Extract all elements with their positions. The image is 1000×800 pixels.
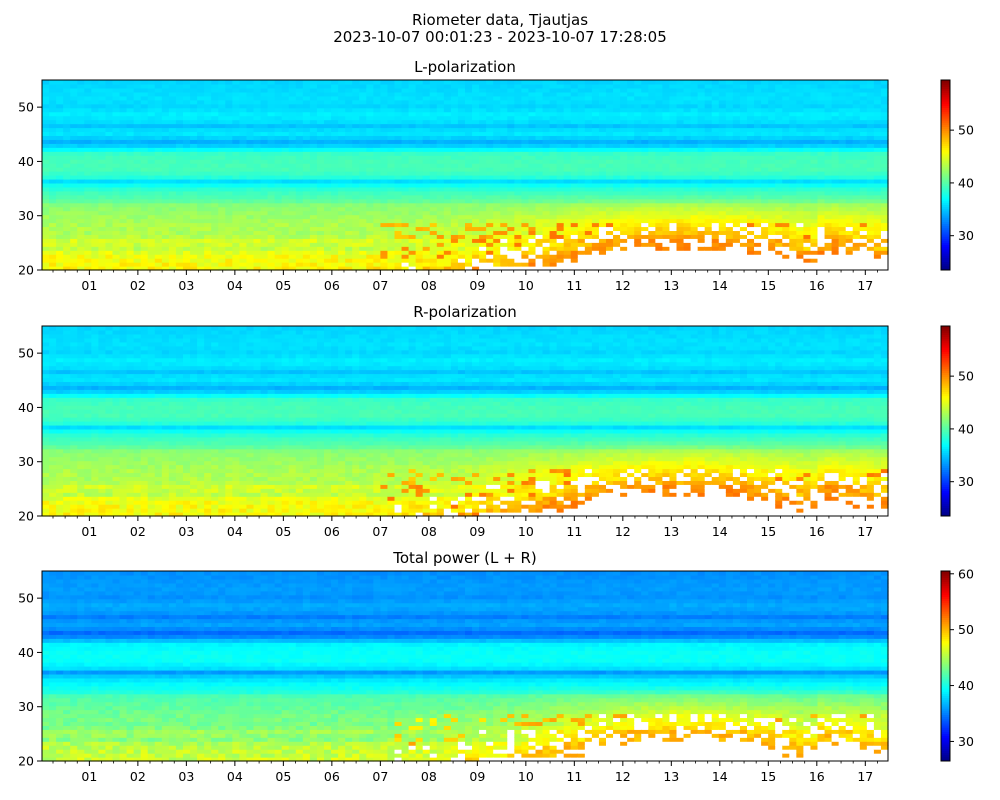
panel-3: Total power (L + R) 01 02 03 04 05 06 07 08 09 10 1… [18, 549, 974, 784]
colorbar-tick-label: 30 [958, 228, 974, 243]
x-tick-label: 08 [421, 278, 437, 293]
x-tick-label: 03 [178, 278, 194, 293]
colorbar-tick-label: 40 [958, 175, 974, 190]
x-tick-label: 05 [275, 524, 291, 539]
x-tick-label: 04 [227, 278, 243, 293]
x-tick-label: 10 [518, 278, 534, 293]
colorbar-tick-label: 50 [958, 622, 974, 637]
x-tick-label: 11 [566, 769, 582, 784]
x-tick-label: 12 [615, 524, 631, 539]
colorbar-tick-label: 50 [958, 123, 974, 138]
x-tick-label: 14 [712, 524, 728, 539]
y-tick-label: 50 [18, 591, 34, 606]
x-tick-label: 06 [324, 524, 340, 539]
x-tick-label: 05 [275, 278, 291, 293]
panel-title: Total power (L + R) [392, 549, 537, 567]
x-tick-label: 03 [178, 524, 194, 539]
x-tick-label: 07 [372, 769, 388, 784]
y-tick-label: 30 [18, 454, 34, 469]
x-tick-label: 07 [372, 524, 388, 539]
x-tick-label: 11 [566, 278, 582, 293]
y-tick-label: 50 [18, 100, 34, 115]
x-tick-label: 06 [324, 278, 340, 293]
x-tick-label: 09 [469, 278, 485, 293]
x-tick-label: 02 [130, 769, 146, 784]
colorbar: 30 40 50 [940, 325, 974, 517]
heatmap-cells [42, 80, 889, 271]
y-tick-label: 50 [18, 346, 34, 361]
x-tick-label: 17 [857, 524, 873, 539]
figure-title: Riometer data, Tjautjas [411, 11, 589, 29]
panel-2: R-polarization 01 02 03 04 05 06 07 08 09 10 11 12 13… [18, 303, 974, 539]
x-tick-label: 16 [809, 278, 825, 293]
y-tick-label: 40 [18, 645, 34, 660]
panel-1: L-polarization 01 02 03 04 05 06 07 08 09 10 11 12 13… [18, 58, 974, 293]
colorbar: 30 40 50 60 [940, 566, 974, 762]
x-tick-label: 13 [663, 524, 679, 539]
colorbar-tick-label: 40 [958, 678, 974, 693]
x-tick-label: 13 [663, 769, 679, 784]
x-tick-label: 02 [130, 278, 146, 293]
colorbar-frame [940, 570, 951, 762]
x-tick-label: 01 [81, 524, 97, 539]
x-tick-label: 05 [275, 769, 291, 784]
colorbar-tick-label: 30 [958, 474, 974, 489]
x-tick-label: 16 [809, 769, 825, 784]
y-tick-label: 40 [18, 154, 34, 169]
colorbar-tick-label: 30 [958, 734, 974, 749]
colorbar-tick-label: 50 [958, 369, 974, 384]
panel-title: L-polarization [414, 58, 516, 76]
x-tick-label: 12 [615, 278, 631, 293]
x-tick-label: 01 [81, 769, 97, 784]
x-tick-label: 06 [324, 769, 340, 784]
x-tick-label: 01 [81, 278, 97, 293]
x-tick-label: 15 [760, 278, 776, 293]
x-tick-label: 08 [421, 769, 437, 784]
x-tick-label: 12 [615, 769, 631, 784]
y-tick-label: 20 [18, 263, 34, 278]
figure-subtitle: 2023-10-07 00:01:23 - 2023-10-07 17:28:0… [333, 28, 667, 46]
x-tick-label: 09 [469, 769, 485, 784]
y-tick-label: 40 [18, 400, 34, 415]
x-tick-label: 13 [663, 278, 679, 293]
heatmap-cells [42, 326, 889, 517]
x-tick-label: 16 [809, 524, 825, 539]
x-tick-label: 14 [712, 278, 728, 293]
x-tick-label: 10 [518, 769, 534, 784]
y-tick-label: 30 [18, 699, 34, 714]
y-tick-label: 30 [18, 208, 34, 223]
x-tick-label: 04 [227, 524, 243, 539]
x-tick-label: 17 [857, 769, 873, 784]
x-tick-label: 14 [712, 769, 728, 784]
colorbar-tick-label: 60 [958, 566, 974, 581]
x-tick-label: 11 [566, 524, 582, 539]
heatmap-cells [42, 571, 889, 762]
colorbar-tick-label: 40 [958, 421, 974, 436]
panel-title: R-polarization [413, 303, 516, 321]
colorbar-frame [940, 79, 951, 271]
y-tick-label: 20 [18, 509, 34, 524]
figure-title-block: Riometer data, Tjautjas 2023-10-07 00:01… [0, 12, 1000, 46]
colorbar-frame [940, 325, 951, 517]
x-tick-label: 17 [857, 278, 873, 293]
x-tick-label: 09 [469, 524, 485, 539]
y-tick-label: 20 [18, 754, 34, 769]
x-tick-label: 15 [760, 769, 776, 784]
x-tick-label: 04 [227, 769, 243, 784]
x-tick-label: 15 [760, 524, 776, 539]
x-tick-label: 02 [130, 524, 146, 539]
colorbar: 30 40 50 [940, 79, 974, 271]
x-tick-label: 08 [421, 524, 437, 539]
x-tick-label: 10 [518, 524, 534, 539]
x-tick-label: 03 [178, 769, 194, 784]
x-tick-label: 07 [372, 278, 388, 293]
